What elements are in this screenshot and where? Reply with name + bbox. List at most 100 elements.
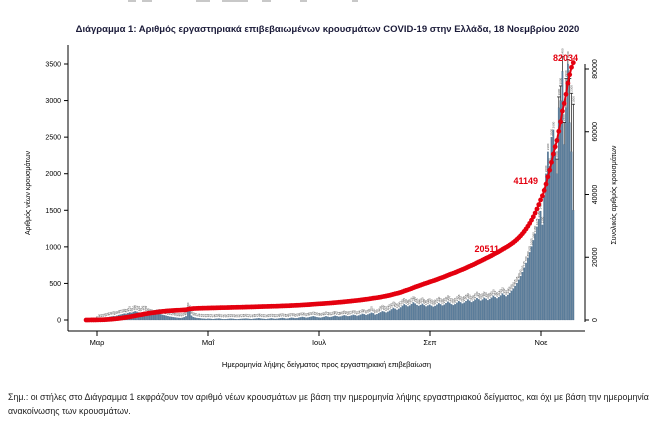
- svg-text:145: 145: [390, 303, 394, 308]
- svg-text:24: 24: [197, 313, 201, 317]
- svg-text:62: 62: [357, 310, 361, 314]
- svg-text:68: 68: [364, 310, 368, 314]
- svg-text:118: 118: [133, 305, 137, 310]
- svg-text:256: 256: [471, 294, 475, 299]
- svg-text:26: 26: [295, 313, 299, 317]
- svg-text:50: 50: [184, 311, 188, 315]
- svg-text:15: 15: [266, 314, 270, 318]
- svg-text:16: 16: [208, 314, 212, 318]
- daily-cases-bars: [85, 63, 575, 321]
- svg-text:2500: 2500: [45, 135, 61, 142]
- svg-text:342: 342: [506, 288, 510, 293]
- svg-text:3000: 3000: [45, 98, 61, 105]
- svg-text:42: 42: [300, 312, 304, 316]
- svg-text:925: 925: [528, 246, 532, 251]
- svg-text:225: 225: [460, 297, 464, 302]
- svg-text:500: 500: [49, 281, 61, 288]
- svg-text:3500: 3500: [566, 51, 570, 58]
- svg-text:150: 150: [186, 302, 190, 307]
- svg-text:250: 250: [446, 295, 450, 300]
- svg-text:12: 12: [237, 314, 241, 318]
- chart-axes: 0 500 1000 1500 2000 2500 3000 3500 0 20000 40000 6…: [45, 45, 599, 347]
- svg-text:238: 238: [462, 296, 466, 301]
- svg-text:2300: 2300: [546, 143, 550, 150]
- svg-text:20511: 20511: [474, 244, 499, 254]
- svg-text:290: 290: [484, 292, 488, 297]
- svg-text:120: 120: [380, 304, 384, 309]
- svg-text:14: 14: [273, 314, 277, 318]
- svg-text:195: 195: [400, 299, 404, 304]
- svg-text:76: 76: [366, 309, 370, 313]
- svg-text:715: 715: [522, 261, 526, 266]
- svg-text:30: 30: [297, 313, 301, 317]
- svg-text:103: 103: [128, 306, 132, 311]
- svg-text:112: 112: [382, 305, 386, 310]
- svg-text:48: 48: [110, 311, 114, 315]
- svg-text:18: 18: [230, 314, 234, 318]
- svg-text:21: 21: [255, 313, 259, 317]
- svg-text:30: 30: [319, 313, 323, 317]
- svg-text:22: 22: [282, 313, 286, 317]
- svg-text:Μαρ: Μαρ: [90, 338, 105, 347]
- svg-text:18: 18: [100, 314, 104, 318]
- svg-text:180: 180: [431, 300, 435, 305]
- svg-text:64: 64: [342, 310, 346, 314]
- svg-text:280: 280: [480, 293, 484, 298]
- svg-text:165: 165: [391, 301, 395, 306]
- svg-text:78: 78: [362, 309, 366, 313]
- svg-text:202: 202: [451, 298, 455, 303]
- svg-text:550: 550: [517, 273, 521, 278]
- svg-text:38: 38: [315, 312, 319, 316]
- svg-text:36: 36: [299, 312, 303, 316]
- svg-text:32: 32: [193, 312, 197, 316]
- svg-text:1090: 1090: [531, 232, 535, 239]
- svg-text:138: 138: [395, 303, 399, 308]
- svg-text:335: 335: [499, 289, 503, 294]
- svg-text:92: 92: [377, 308, 381, 312]
- svg-text:34: 34: [317, 312, 321, 316]
- svg-text:34: 34: [306, 312, 310, 316]
- svg-text:22: 22: [270, 313, 274, 317]
- svg-text:302: 302: [482, 291, 486, 296]
- svg-text:16: 16: [260, 314, 264, 318]
- svg-text:18: 18: [200, 314, 204, 318]
- svg-text:0: 0: [57, 318, 61, 325]
- svg-text:18: 18: [268, 314, 272, 318]
- svg-text:210: 210: [435, 298, 439, 303]
- svg-text:54: 54: [111, 311, 115, 315]
- svg-text:312: 312: [497, 290, 501, 295]
- svg-text:15: 15: [251, 314, 255, 318]
- svg-text:112: 112: [386, 305, 390, 310]
- svg-text:18: 18: [284, 314, 288, 318]
- svg-text:10: 10: [222, 314, 226, 318]
- svg-text:258: 258: [464, 294, 468, 299]
- svg-text:70: 70: [373, 310, 377, 314]
- svg-text:95: 95: [146, 308, 150, 312]
- svg-text:24: 24: [257, 313, 261, 317]
- svg-text:52: 52: [335, 311, 339, 315]
- svg-text:20000: 20000: [592, 247, 599, 267]
- svg-text:16: 16: [202, 314, 206, 318]
- svg-text:95: 95: [126, 308, 130, 312]
- svg-text:1275: 1275: [535, 218, 539, 225]
- svg-text:0: 0: [592, 318, 599, 322]
- svg-text:14: 14: [262, 314, 266, 318]
- svg-text:92: 92: [371, 308, 375, 312]
- chart-footnote: Σημ.: οι στήλες στο Διάγραμμα 1 εκφράζου…: [8, 392, 649, 416]
- covid-cases-chart: 0 500 1000 1500 2000 2500 3000 3500 0 20000 40000 6…: [24, 45, 618, 369]
- svg-text:12: 12: [233, 314, 237, 318]
- svg-text:52: 52: [311, 311, 315, 315]
- svg-text:20: 20: [259, 313, 263, 317]
- svg-text:44: 44: [326, 312, 330, 316]
- svg-text:50: 50: [324, 311, 328, 315]
- svg-text:230: 230: [437, 296, 441, 301]
- svg-text:342: 342: [502, 288, 506, 293]
- svg-text:330: 330: [491, 289, 495, 294]
- svg-text:48: 48: [339, 311, 343, 315]
- svg-text:100: 100: [370, 306, 374, 311]
- svg-text:28: 28: [291, 313, 295, 317]
- svg-text:42: 42: [108, 312, 112, 316]
- svg-text:112: 112: [142, 305, 146, 310]
- svg-text:195: 195: [430, 299, 434, 304]
- svg-text:112: 112: [135, 305, 139, 310]
